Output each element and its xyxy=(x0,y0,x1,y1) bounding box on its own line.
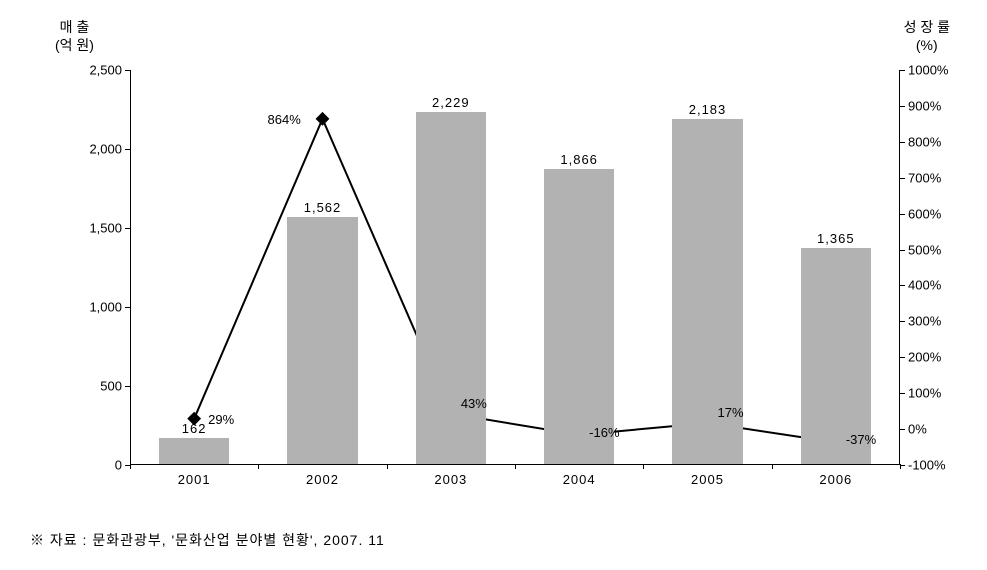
x-tick-label: 2006 xyxy=(819,472,852,487)
y-right-tick-mark xyxy=(900,429,905,430)
x-tick-label: 2003 xyxy=(434,472,467,487)
x-tick-mark xyxy=(387,464,388,469)
y-right-tick-mark xyxy=(900,250,905,251)
x-tick-mark xyxy=(130,464,131,469)
y-right-tick-label: 800% xyxy=(908,134,941,149)
bar-value-label: 1,866 xyxy=(560,152,598,167)
y-right-tick-mark xyxy=(900,285,905,286)
y-right-tick-label: 400% xyxy=(908,278,941,293)
bar-value-label: 1,562 xyxy=(304,200,342,215)
bar-value-label: 1,365 xyxy=(817,231,855,246)
y-right-tick-mark xyxy=(900,321,905,322)
x-tick-mark xyxy=(258,464,259,469)
y-left-tick-mark xyxy=(125,149,130,150)
left-axis-title: 매 출 (억 원) xyxy=(55,18,94,54)
right-axis-title: 성 장 률 (%) xyxy=(904,18,950,54)
x-tick-mark xyxy=(900,464,901,469)
y-right-tick-mark xyxy=(900,142,905,143)
left-axis-title-line2: (억 원) xyxy=(55,36,94,54)
right-axis-title-line2: (%) xyxy=(904,36,950,54)
line-marker-diamond-icon xyxy=(316,112,330,126)
y-right-tick-label: 900% xyxy=(908,98,941,113)
bar-value-label: 162 xyxy=(182,421,207,436)
bar xyxy=(544,169,615,464)
x-tick-mark xyxy=(515,464,516,469)
bar xyxy=(287,217,358,464)
bar xyxy=(159,438,230,464)
y-right-tick-label: 0% xyxy=(908,422,927,437)
y-right-tick-mark xyxy=(900,106,905,107)
y-left-tick-label: 1,000 xyxy=(89,300,122,315)
chart-container: 매 출 (억 원) 성 장 률 (%) 05001,0001,5002,0002… xyxy=(30,10,960,510)
line-value-label: -16% xyxy=(589,425,619,440)
x-tick-mark xyxy=(643,464,644,469)
line-value-label: 43% xyxy=(461,396,487,411)
x-tick-label: 2002 xyxy=(306,472,339,487)
y-right-tick-label: 200% xyxy=(908,350,941,365)
bar xyxy=(416,112,487,464)
line-series-svg xyxy=(130,70,900,464)
y-left-tick-label: 2,000 xyxy=(89,142,122,157)
x-tick-label: 2001 xyxy=(178,472,211,487)
y-right-tick-mark xyxy=(900,214,905,215)
y-left-tick-mark xyxy=(125,70,130,71)
y-right-tick-mark xyxy=(900,70,905,71)
y-right-tick-label: 600% xyxy=(908,206,941,221)
line-value-label: -37% xyxy=(846,432,876,447)
y-right-tick-label: 500% xyxy=(908,242,941,257)
y-right-tick-mark xyxy=(900,178,905,179)
y-left-tick-mark xyxy=(125,307,130,308)
x-tick-mark xyxy=(772,464,773,469)
x-tick-label: 2005 xyxy=(691,472,724,487)
y-right-tick-label: 1000% xyxy=(908,63,948,78)
x-tick-label: 2004 xyxy=(563,472,596,487)
y-right-tick-label: 100% xyxy=(908,386,941,401)
line-value-label: 864% xyxy=(268,112,301,127)
y-left-tick-label: 2,500 xyxy=(89,63,122,78)
y-right-tick-label: 300% xyxy=(908,314,941,329)
y-left-tick-mark xyxy=(125,386,130,387)
y-right-tick-label: 700% xyxy=(908,170,941,185)
plot-area: 05001,0001,5002,0002,500-100%0%100%200%3… xyxy=(130,70,900,465)
y-left-tick-label: 1,500 xyxy=(89,221,122,236)
y-right-tick-mark xyxy=(900,393,905,394)
y-left-tick-label: 500 xyxy=(100,379,122,394)
y-right-tick-mark xyxy=(900,357,905,358)
bar-value-label: 2,229 xyxy=(432,95,470,110)
line-value-label: 29% xyxy=(208,412,234,427)
left-axis-title-line1: 매 출 xyxy=(55,18,94,36)
y-right-tick-label: -100% xyxy=(908,458,946,473)
right-axis-title-line1: 성 장 률 xyxy=(904,18,950,36)
line-value-label: 17% xyxy=(718,405,744,420)
footnote: ※ 자료 : 문화관광부, '문화산업 분야별 현황', 2007. 11 xyxy=(30,530,385,550)
y-left-tick-mark xyxy=(125,228,130,229)
y-left-tick-label: 0 xyxy=(115,458,122,473)
bar-value-label: 2,183 xyxy=(689,102,727,117)
